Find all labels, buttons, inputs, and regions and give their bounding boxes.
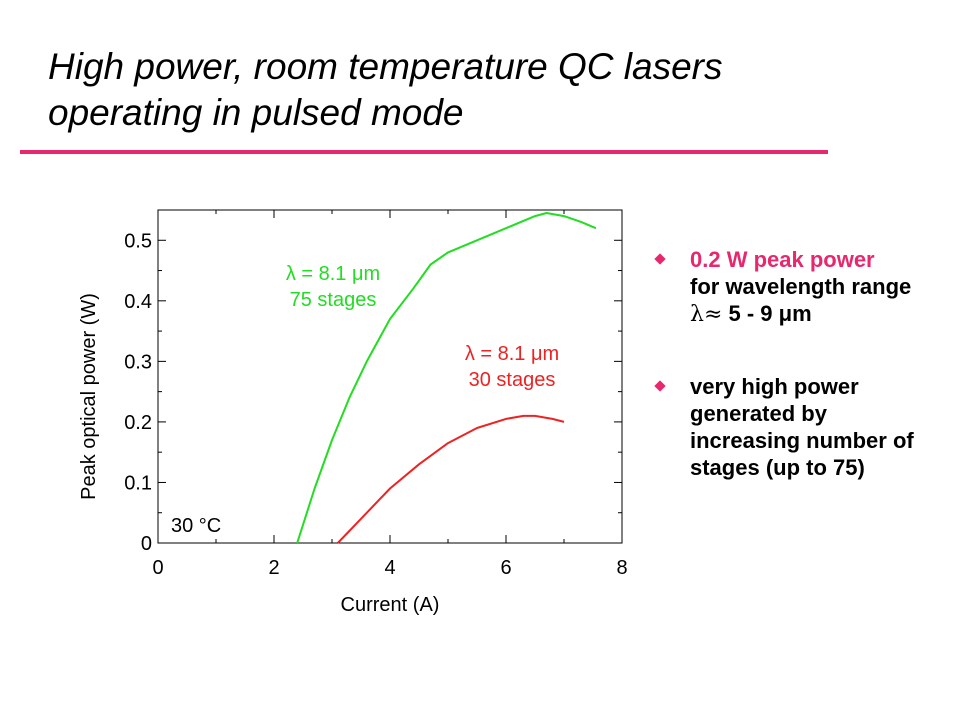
x-tick-label: 8: [616, 557, 627, 579]
bullet-text: increasing number of: [690, 428, 914, 453]
y-tick-label: 0.3: [124, 351, 152, 373]
bullet-text-wavelength: λ≈ 5 - 9 μm: [690, 300, 952, 328]
x-tick-label: 6: [500, 557, 511, 579]
bullet-text: stages (up to 75): [690, 455, 865, 480]
bullet-text: very high power: [690, 374, 859, 399]
bullet-text: generated by: [690, 401, 827, 426]
x-axis-label: Current (A): [341, 594, 440, 616]
series-label-1: λ = 8.1 μm: [286, 263, 380, 285]
y-axis-label: Peak optical power (W): [78, 293, 100, 500]
series-sublabel-2: 30 stages: [469, 369, 556, 391]
title-underline: [20, 150, 828, 154]
y-tick-label: 0.4: [124, 291, 152, 313]
series-line-2: [337, 414, 565, 544]
bullet-list: 0.2 W peak power for wavelength range λ≈…: [652, 246, 952, 481]
slide-title: High power, room temperature QC lasers o…: [48, 44, 848, 136]
x-tick-label: 2: [268, 557, 279, 579]
series-sublabel-1: 75 stages: [290, 289, 377, 311]
temperature-annotation: 30 °C: [171, 515, 221, 537]
x-tick-label: 4: [384, 557, 395, 579]
slide-title-line-1: High power, room temperature QC lasers: [48, 46, 723, 87]
y-tick-label: 0.1: [124, 472, 152, 494]
series-label-2: λ = 8.1 μm: [465, 343, 559, 365]
lambda-approx-symbol: λ≈: [690, 302, 723, 327]
diamond-bullet-icon: [654, 253, 666, 265]
bullet-text: for wavelength range: [690, 274, 912, 299]
diamond-bullet-icon: [654, 380, 666, 392]
wavelength-range: 5 - 9 μm: [722, 301, 812, 326]
x-tick-label: 0: [152, 557, 163, 579]
y-tick-label: 0.5: [124, 230, 152, 252]
series-line-1: [296, 212, 597, 544]
bullet-item-stages: very high power generated by increasing …: [652, 373, 952, 481]
y-tick-label: 0.2: [124, 412, 152, 434]
y-tick-label: 0: [141, 533, 152, 555]
bullet-highlight: 0.2 W peak power: [690, 247, 875, 272]
slide-title-line-2: operating in pulsed mode: [48, 92, 464, 133]
bullet-item-peak-power: 0.2 W peak power for wavelength range λ≈…: [652, 246, 952, 328]
